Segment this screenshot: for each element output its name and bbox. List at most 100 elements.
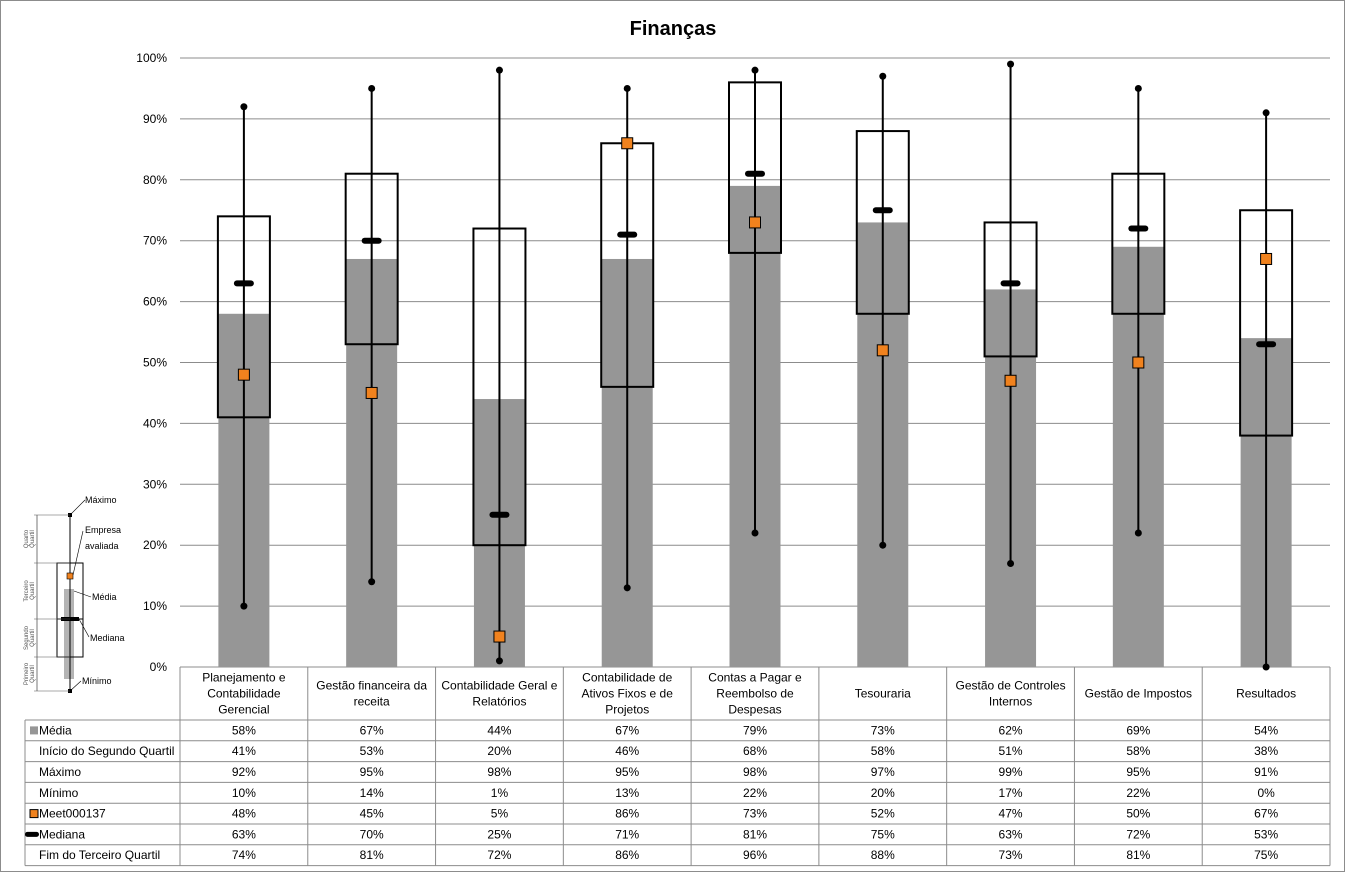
table-cell: 74%: [232, 848, 256, 862]
company-marker: [621, 137, 634, 150]
company-series: [237, 137, 1273, 643]
guide-quartile-text: Segundo: [24, 625, 30, 650]
legend-key-media: [30, 726, 38, 735]
row-label: Mínimo: [39, 786, 79, 800]
table-cell: 73%: [743, 807, 767, 821]
maximo-point: [240, 103, 248, 111]
table-cell: 20%: [487, 744, 511, 758]
guide-label-minimo: Mínimo: [82, 676, 112, 686]
mediana-marker: [1128, 225, 1149, 232]
minimo-point: [1134, 529, 1142, 537]
row-label: Fim do Terceiro Quartil: [39, 848, 160, 862]
minimo-point: [1262, 663, 1270, 671]
row-label: Início do Segundo Quartil: [39, 744, 174, 758]
table-cell: 81%: [743, 827, 767, 841]
table-cell: 95%: [1126, 765, 1150, 779]
table-cell: 72%: [487, 848, 511, 862]
category-label: Reembolso de: [716, 687, 794, 701]
guide-quartile-label: Segundo Quartil: [24, 625, 36, 650]
table-cell: 71%: [615, 827, 639, 841]
company-marker: [493, 630, 506, 643]
minimo-point: [240, 602, 248, 610]
table-cell: 46%: [615, 744, 639, 758]
table-cell: 97%: [871, 765, 895, 779]
y-tick-label: 70%: [143, 234, 167, 248]
table-cell: 54%: [1254, 723, 1278, 737]
maximo-point: [879, 72, 887, 80]
category-label: Gerencial: [218, 703, 269, 717]
minimo-point: [879, 541, 887, 549]
mediana-marker: [361, 237, 382, 244]
table-cell: 53%: [360, 744, 384, 758]
table-cell: 95%: [360, 765, 384, 779]
table-cell: 86%: [615, 848, 639, 862]
minimo-point: [623, 584, 631, 592]
table-cell: 81%: [1126, 848, 1150, 862]
table-cell: 20%: [871, 786, 895, 800]
row-label: Meet000137: [39, 807, 106, 821]
y-tick-label: 30%: [143, 477, 167, 491]
y-tick-label: 100%: [136, 51, 167, 65]
table-cell: 63%: [232, 827, 256, 841]
category-label: Internos: [989, 695, 1032, 709]
guide-label-empresa: Empresa: [85, 525, 121, 535]
table-cell: 95%: [615, 765, 639, 779]
mediana-marker: [1000, 280, 1021, 287]
guide-label-maximo: Máximo: [85, 495, 117, 505]
table-cell: 99%: [999, 765, 1023, 779]
mediana-marker: [489, 511, 510, 518]
table-cell: 17%: [999, 786, 1023, 800]
table-cell: 70%: [360, 827, 384, 841]
minimo-point: [1007, 559, 1015, 567]
guide-quartile-text: Quartil: [30, 629, 36, 647]
table-cell: 5%: [491, 807, 509, 821]
table-cell: 81%: [360, 848, 384, 862]
category-label: Despesas: [728, 703, 781, 717]
table-cell: 44%: [487, 723, 511, 737]
table-cell: 67%: [360, 723, 384, 737]
mediana-marker: [1256, 341, 1277, 348]
category-label: Contabilidade de: [582, 671, 672, 685]
table-cell: 58%: [871, 744, 895, 758]
guide-company-marker: [66, 572, 74, 580]
legend-key-company: [29, 809, 39, 819]
maximo-point: [1134, 84, 1142, 92]
row-label: Mediana: [39, 827, 85, 841]
y-tick-label: 50%: [143, 356, 167, 370]
minimo-point: [751, 529, 759, 537]
y-tick-label: 10%: [143, 599, 167, 613]
whiskers: [240, 60, 1270, 671]
category-label: Planejamento e: [202, 671, 286, 685]
category-label: Contas a Pagar e: [708, 671, 802, 685]
guide-quartile-text: Quartil: [30, 530, 36, 548]
maximo-point: [623, 84, 631, 92]
guide-quartile-label: Quarto Quartil: [24, 529, 36, 548]
table-cell: 1%: [491, 786, 509, 800]
y-tick-label: 40%: [143, 416, 167, 430]
y-tick-label: 80%: [143, 173, 167, 187]
maximo-point: [1007, 60, 1015, 68]
table-cell: 48%: [232, 807, 256, 821]
table-cell: 51%: [999, 744, 1023, 758]
guide-quartile-text: Quarto: [24, 529, 30, 548]
maximo-point: [495, 66, 503, 74]
table-cell: 52%: [871, 807, 895, 821]
company-marker: [1260, 252, 1273, 265]
guide-media-bar: [64, 589, 74, 679]
category-label: Projetos: [605, 703, 649, 717]
row-label: Máximo: [39, 765, 81, 779]
category-label: Gestão de Impostos: [1085, 687, 1192, 701]
table-cell: 98%: [743, 765, 767, 779]
table-cell: 88%: [871, 848, 895, 862]
guide-quartile-label: Terceiro Quartil: [24, 580, 36, 602]
minimo-point: [495, 657, 503, 665]
guide-quartile-text: Quartil: [30, 665, 36, 683]
category-label: Resultados: [1236, 687, 1296, 701]
y-tick-label: 20%: [143, 538, 167, 552]
maximo-point: [1262, 109, 1270, 117]
guide-quartile-text: Terceiro: [24, 580, 30, 602]
guide-quartile-label: Primeiro Quartil: [24, 662, 36, 685]
